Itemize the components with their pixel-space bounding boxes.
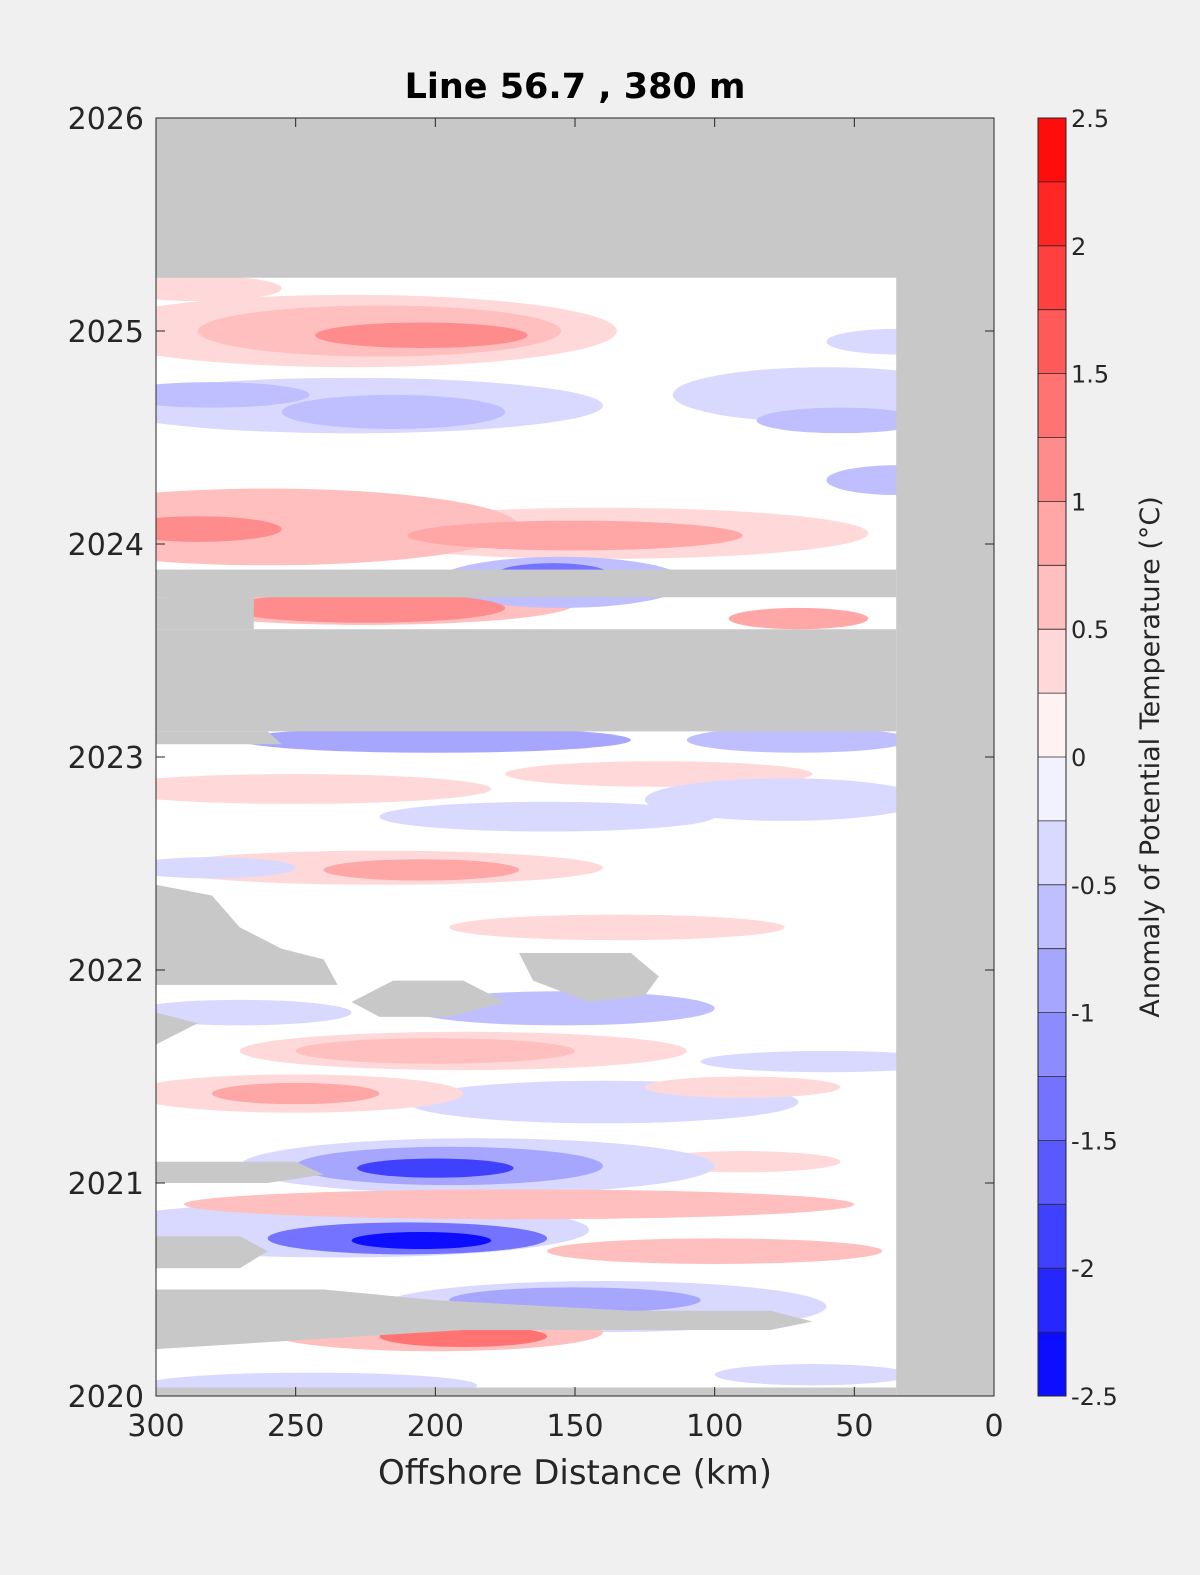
cool-anomaly-42 (239, 727, 631, 753)
warm-anomaly-29 (183, 1189, 855, 1220)
x-tick-label: 0 (984, 1409, 1003, 1444)
cool-anomaly-14 (156, 857, 296, 879)
warm-anomaly-47 (156, 516, 282, 542)
cool-anomaly-7 (379, 801, 715, 832)
warm-anomaly-40 (728, 607, 869, 630)
x-tick-label: 200 (407, 1409, 464, 1444)
missing-region-12 (156, 1236, 268, 1269)
warm-anomaly-24 (156, 488, 520, 566)
y-tick-label: 2020 (68, 1380, 144, 1415)
x-axis: 300 250 200 150 100 50 0 (127, 118, 1004, 1444)
cool-anomaly-52 (357, 1158, 514, 1178)
missing-region-2 (156, 1387, 897, 1396)
y-tick-label: 2024 (68, 528, 144, 563)
colorbar-level (1038, 1332, 1066, 1397)
colorbar-level (1038, 693, 1066, 758)
missing-region-7 (156, 884, 338, 985)
missing-data-regions (156, 118, 994, 1396)
x-tick-label: 50 (835, 1409, 873, 1444)
cool-anomaly-19 (700, 1050, 953, 1073)
colorbar-frame (1037, 117, 1067, 1397)
missing-region-3 (156, 569, 897, 598)
warm-anomaly-2 (156, 774, 492, 804)
colorbar-level (1038, 820, 1066, 886)
x-tick-label: 150 (546, 1409, 603, 1444)
missing-region-5 (156, 629, 897, 732)
colorbar-level (1038, 948, 1066, 1014)
missing-region-8 (156, 1012, 198, 1045)
warm-anomaly-30 (547, 1238, 883, 1264)
colorbar-level (1038, 309, 1066, 375)
missing-region-0 (156, 118, 994, 278)
colorbar-level (1038, 118, 1066, 183)
colorbar-level (1038, 1268, 1066, 1333)
colorbar-tick-label: -1 (1071, 1000, 1095, 1028)
warm-anomaly-0 (156, 275, 282, 302)
colorbar-tick-label: 0 (1071, 744, 1086, 772)
colorbar-tick-label: 2.5 (1071, 105, 1109, 133)
colorbar-level (1038, 373, 1066, 438)
warm-anomaly-8 (449, 914, 785, 941)
cool-anomaly-12 (714, 1364, 911, 1386)
y-tick-label: 2025 (68, 315, 144, 350)
warm-anomaly-48 (225, 592, 506, 623)
warm-anomaly-15 (644, 1076, 841, 1098)
colorbar-tick-label: 2 (1071, 233, 1086, 261)
missing-region-4 (156, 597, 254, 630)
colorbar-level (1038, 1204, 1066, 1269)
colorbar-level (1038, 181, 1066, 247)
warm-anomaly-37 (295, 1038, 575, 1064)
x-tick-label: 300 (127, 1409, 184, 1444)
colorbar-level (1038, 1076, 1066, 1141)
colorbar-tick-label: -0.5 (1071, 872, 1118, 900)
cool-anomaly-17 (644, 778, 925, 821)
y-tick-label: 2022 (68, 954, 144, 989)
cool-anomaly-38 (756, 407, 925, 434)
colorbar-tick-label: -2.5 (1071, 1383, 1118, 1411)
colorbar-tick-label: 1 (1071, 488, 1086, 516)
colorbar-tick-label: -2 (1071, 1255, 1095, 1283)
cool-anomaly-53 (351, 1231, 492, 1250)
colorbar: 2.5 2 1.5 1 0.5 0 -0.5 -1 -1.5 -2 -2.5 (1037, 105, 1118, 1411)
missing-region-11 (156, 1161, 324, 1183)
y-tick-label: 2026 (68, 102, 144, 137)
chart-title: Line 56.7 , 380 m (405, 67, 746, 107)
y-tick-label: 2021 (68, 1167, 144, 1202)
colorbar-level (1038, 565, 1066, 630)
x-tick-label: 100 (686, 1409, 743, 1444)
cool-anomaly-18 (156, 999, 352, 1026)
colorbar-tick-label: 0.5 (1071, 616, 1109, 644)
colorbar-level (1038, 884, 1066, 950)
missing-region-9 (351, 980, 506, 1017)
cool-anomaly-33 (686, 727, 911, 753)
colorbar-level (1038, 1140, 1066, 1205)
cool-anomaly-28 (156, 382, 310, 408)
y-axis: 2026 2025 2024 2023 2022 2021 2020 (68, 102, 994, 1415)
y-tick-label: 2023 (68, 741, 144, 776)
colorbar-level (1038, 501, 1066, 566)
warm-anomaly-43 (211, 1082, 380, 1105)
warm-anomaly-39 (407, 520, 743, 551)
missing-region-10 (519, 953, 659, 1002)
colorbar-level (1038, 437, 1066, 502)
missing-region-1 (896, 118, 994, 1396)
colorbar-label: Anomaly of Potential Temperature (°C) (1135, 496, 1166, 1018)
colorbar-level (1038, 245, 1066, 311)
colorbar-tick-label: -1.5 (1071, 1127, 1118, 1155)
x-tick-label: 250 (267, 1409, 324, 1444)
colorbar-level (1038, 629, 1066, 694)
missing-region-6 (156, 731, 282, 745)
x-axis-label: Offshore Distance (km) (378, 1453, 772, 1493)
colorbar-level (1038, 1012, 1066, 1077)
warm-anomaly-41 (323, 859, 520, 881)
plot-area (156, 118, 994, 1396)
cool-anomaly-31 (281, 394, 506, 429)
warm-anomaly-45 (315, 322, 528, 349)
colorbar-tick-label: 1.5 (1071, 361, 1109, 389)
missing-region-13 (156, 1289, 813, 1350)
colorbar-level (1038, 757, 1066, 822)
